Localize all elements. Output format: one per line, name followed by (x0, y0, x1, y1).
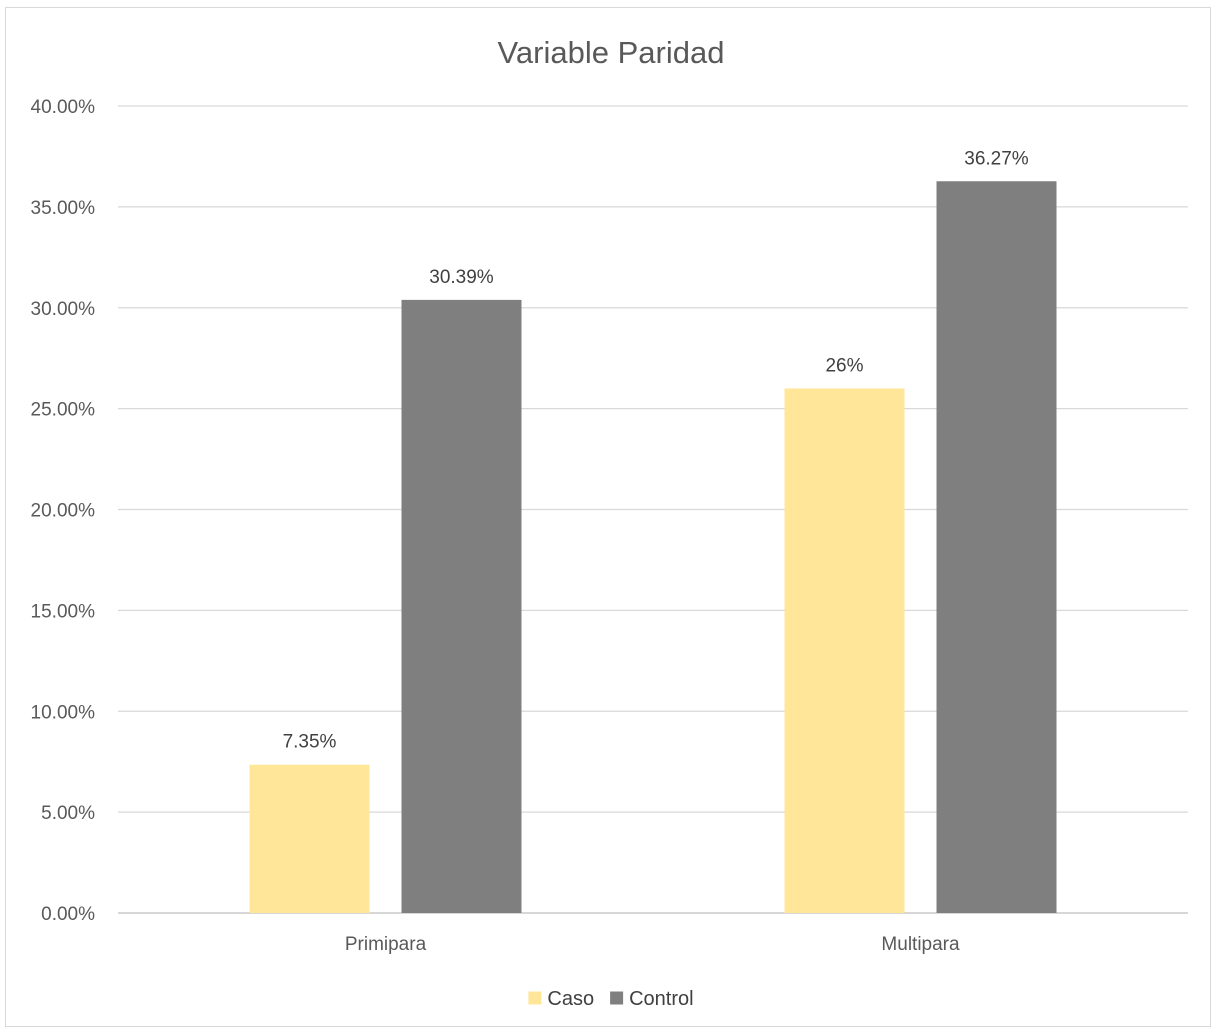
legend-item-control: Control (610, 988, 694, 1010)
bar-data-labels: 7.35% 30.39% 26% 36.27% (283, 148, 1029, 752)
bars (249, 181, 1057, 914)
x-axis-categories: Primipara Multipara (345, 934, 960, 955)
legend-label: Control (629, 988, 693, 1010)
bar-caso-primipara (249, 764, 370, 913)
data-label: 7.35% (283, 732, 337, 753)
y-tick-label: 35.00% (31, 198, 96, 219)
y-tick-label: 5.00% (41, 803, 95, 824)
legend-swatch (528, 991, 542, 1005)
y-tick-label: 25.00% (31, 400, 96, 421)
y-tick-label: 0.00% (41, 904, 95, 925)
legend-label: Caso (547, 988, 594, 1010)
bar-control-multipara (936, 181, 1057, 913)
y-axis-ticks: 0.00% 5.00% 10.00% 15.00% 20.00% 25.00% 30.00%… (31, 97, 96, 925)
legend: Caso Control (528, 988, 694, 1010)
data-label: 36.27% (964, 148, 1029, 169)
y-tick-label: 15.00% (31, 601, 96, 622)
x-category-label: Primipara (345, 934, 427, 955)
bar-caso-multipara (784, 388, 905, 913)
y-tick-label: 10.00% (31, 702, 96, 723)
bar-control-primipara (401, 299, 522, 914)
y-tick-label: 20.00% (31, 501, 96, 522)
legend-swatch (610, 991, 624, 1005)
y-tick-label: 40.00% (31, 97, 96, 118)
y-tick-label: 30.00% (31, 299, 96, 320)
data-label: 26% (825, 355, 863, 376)
data-label: 30.39% (429, 267, 494, 288)
x-category-label: Multipara (881, 934, 960, 955)
chart-title: Variable Paridad (498, 35, 725, 70)
legend-item-caso: Caso (528, 988, 594, 1010)
